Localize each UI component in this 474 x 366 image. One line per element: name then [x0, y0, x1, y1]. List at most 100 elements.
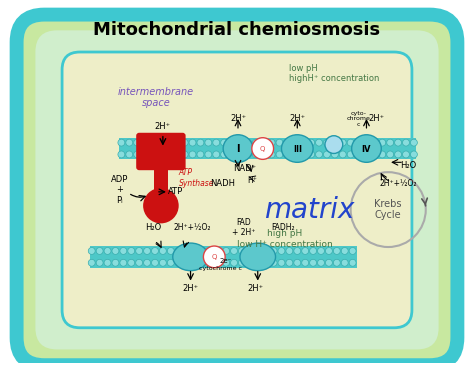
Circle shape	[395, 139, 401, 146]
Circle shape	[157, 139, 164, 146]
Circle shape	[88, 259, 95, 266]
Text: 2H⁺: 2H⁺	[230, 115, 246, 123]
Circle shape	[238, 259, 246, 266]
Circle shape	[260, 139, 267, 146]
Circle shape	[189, 139, 196, 146]
Circle shape	[294, 247, 301, 254]
Circle shape	[245, 151, 251, 158]
Circle shape	[88, 247, 95, 254]
Text: Mitochondrial chemiosmosis: Mitochondrial chemiosmosis	[93, 20, 381, 38]
Circle shape	[199, 247, 206, 254]
Ellipse shape	[282, 135, 313, 162]
Circle shape	[207, 259, 214, 266]
Circle shape	[142, 139, 148, 146]
Circle shape	[215, 247, 222, 254]
Circle shape	[126, 151, 133, 158]
FancyBboxPatch shape	[36, 30, 438, 350]
Circle shape	[213, 151, 220, 158]
Circle shape	[270, 247, 277, 254]
Circle shape	[347, 151, 354, 158]
Circle shape	[191, 259, 198, 266]
Circle shape	[347, 139, 354, 146]
Circle shape	[339, 151, 346, 158]
Text: III: III	[293, 145, 302, 154]
Circle shape	[379, 139, 386, 146]
Circle shape	[323, 151, 330, 158]
Circle shape	[134, 151, 141, 158]
Text: NAD⁺: NAD⁺	[233, 164, 256, 173]
Circle shape	[191, 247, 198, 254]
Circle shape	[126, 139, 133, 146]
Text: H₂O: H₂O	[400, 161, 416, 170]
Bar	[154, 146, 168, 206]
Circle shape	[308, 139, 315, 146]
Text: ATP
Synthase: ATP Synthase	[179, 168, 214, 188]
Circle shape	[333, 259, 340, 266]
Text: Krebs
Cycle: Krebs Cycle	[374, 199, 402, 220]
Circle shape	[349, 259, 356, 266]
Circle shape	[128, 259, 135, 266]
Circle shape	[276, 151, 283, 158]
Circle shape	[165, 151, 172, 158]
Circle shape	[310, 247, 317, 254]
Circle shape	[355, 139, 362, 146]
Bar	[90, 246, 356, 268]
Text: 2H⁺+½O₂: 2H⁺+½O₂	[174, 223, 211, 232]
Circle shape	[96, 247, 103, 254]
Circle shape	[215, 259, 222, 266]
Circle shape	[203, 246, 225, 268]
Text: cyto-
chrome
c: cyto- chrome c	[346, 111, 371, 127]
Circle shape	[323, 139, 330, 146]
Circle shape	[262, 247, 269, 254]
Circle shape	[326, 259, 332, 266]
Circle shape	[254, 247, 261, 254]
Circle shape	[152, 259, 158, 266]
Circle shape	[387, 139, 393, 146]
Circle shape	[223, 259, 229, 266]
Text: 2H⁺: 2H⁺	[248, 284, 264, 293]
Circle shape	[331, 139, 338, 146]
Circle shape	[302, 259, 309, 266]
Circle shape	[254, 259, 261, 266]
Circle shape	[237, 151, 244, 158]
Circle shape	[197, 151, 204, 158]
Circle shape	[278, 247, 285, 254]
Circle shape	[284, 151, 291, 158]
Circle shape	[205, 139, 212, 146]
Circle shape	[270, 259, 277, 266]
Circle shape	[268, 139, 275, 146]
Circle shape	[318, 247, 325, 254]
Circle shape	[237, 139, 244, 146]
Circle shape	[308, 151, 315, 158]
Circle shape	[173, 151, 180, 158]
Circle shape	[136, 247, 143, 254]
Circle shape	[228, 139, 236, 146]
Bar	[119, 138, 416, 159]
Circle shape	[143, 188, 179, 223]
Circle shape	[213, 139, 220, 146]
Circle shape	[144, 259, 151, 266]
Circle shape	[157, 151, 164, 158]
Text: 2H⁺: 2H⁺	[368, 115, 384, 123]
Circle shape	[159, 259, 166, 266]
Circle shape	[402, 139, 410, 146]
Circle shape	[183, 247, 190, 254]
Circle shape	[205, 151, 212, 158]
Circle shape	[159, 247, 166, 254]
Circle shape	[134, 139, 141, 146]
Text: Q: Q	[211, 254, 217, 260]
Circle shape	[402, 151, 410, 158]
Text: H⁺: H⁺	[247, 176, 257, 184]
Circle shape	[173, 139, 180, 146]
Text: 2H⁺+½O₂: 2H⁺+½O₂	[379, 179, 417, 187]
Circle shape	[410, 151, 418, 158]
FancyBboxPatch shape	[17, 15, 457, 365]
Text: IV: IV	[362, 145, 371, 154]
Text: high pH
low H⁺ concentration: high pH low H⁺ concentration	[237, 229, 332, 249]
Text: I: I	[236, 143, 240, 153]
Circle shape	[371, 139, 378, 146]
Circle shape	[318, 259, 325, 266]
Circle shape	[349, 247, 356, 254]
Circle shape	[223, 247, 229, 254]
Circle shape	[286, 259, 293, 266]
